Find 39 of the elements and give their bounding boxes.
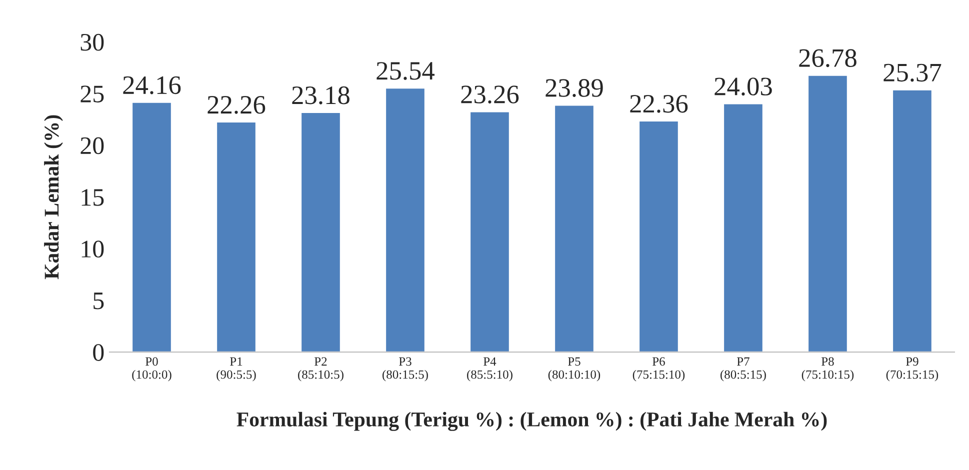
y-tick-label: 10 <box>82 240 104 258</box>
x-axis-title: Formulasi Tepung (Terigu %) : (Lemon %) : (Pati Jahe Merah %) <box>236 412 827 431</box>
bar <box>807 74 848 352</box>
data-label: 26.78 <box>799 49 856 68</box>
bar <box>722 102 764 352</box>
y-axis-title: Kadar Lemak (%) <box>44 115 63 280</box>
x-tick-label: P5 (80:10:10) <box>548 357 600 382</box>
bar <box>892 89 933 352</box>
y-tick-label: 20 <box>80 137 104 154</box>
y-tick-label: 15 <box>82 189 104 206</box>
x-tick-label: P7 (80:5:15) <box>720 357 766 382</box>
bar <box>300 112 342 352</box>
data-label: 22.26 <box>208 96 266 114</box>
x-tick-label: P8 (75:10:15) <box>802 357 854 382</box>
bar <box>384 87 426 352</box>
x-tick-label: P2 (85:10:5) <box>298 357 344 382</box>
x-tick-label: P1 (90:5:5) <box>216 357 256 382</box>
x-tick-label: P0 (10:0:0) <box>132 357 172 382</box>
data-label: 23.89 <box>546 79 603 97</box>
data-label: 24.16 <box>123 76 181 94</box>
data-label: 22.36 <box>630 94 688 113</box>
x-tick-label: P9 (70:15:15) <box>886 357 938 382</box>
data-label: 24.03 <box>714 78 772 96</box>
bar <box>131 102 172 352</box>
data-label: 25.54 <box>376 62 435 80</box>
bar <box>554 104 595 352</box>
y-tick-label: 30 <box>80 34 104 51</box>
x-tick-label: P3 (80:15:5) <box>382 357 428 382</box>
bar <box>216 121 257 352</box>
y-tick-label: 25 <box>80 86 104 102</box>
x-tick-label: P6 (75:15:10) <box>632 357 685 382</box>
data-label: 23.26 <box>461 86 519 104</box>
data-label: 23.18 <box>292 86 350 104</box>
y-tick-label: 5 <box>94 292 104 310</box>
y-tick-label: 0 <box>93 344 104 361</box>
bar <box>469 110 510 352</box>
bar <box>638 120 680 352</box>
data-label: 25.37 <box>884 64 942 82</box>
x-tick-label: P4 (85:5:10) <box>467 357 512 382</box>
